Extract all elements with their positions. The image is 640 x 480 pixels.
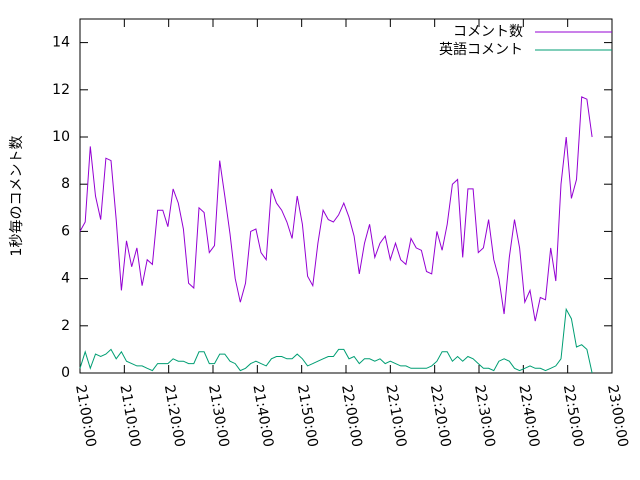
x-tick-label: 23:00:00 <box>604 384 631 449</box>
x-tick-label: 21:30:00 <box>205 384 232 449</box>
line-series <box>79 307 593 374</box>
y-tick-label: 0 <box>61 365 70 381</box>
x-tick-label: 22:20:00 <box>427 384 454 449</box>
plot-border <box>79 18 613 374</box>
x-tick-label: 22:30:00 <box>471 384 498 449</box>
legend-label: コメント数 <box>453 24 523 40</box>
x-tick-label: 21:00:00 <box>72 384 99 449</box>
x-tick-label: 22:10:00 <box>382 384 409 449</box>
x-tick-label: 22:50:00 <box>560 384 587 449</box>
y-tick-label: 14 <box>52 35 70 51</box>
y-tick-label: 6 <box>61 223 70 239</box>
y-tick-label: 10 <box>52 129 70 145</box>
y-tick-label: 2 <box>61 318 70 334</box>
y-tick-label: 8 <box>61 176 70 192</box>
x-tick-label: 22:00:00 <box>338 384 365 449</box>
legend-label: 英語コメント <box>439 41 523 58</box>
x-tick-label: 21:10:00 <box>116 384 143 449</box>
x-tick-label: 21:50:00 <box>294 384 321 449</box>
y-axis-label: 1秒毎のコメント数 <box>9 136 25 257</box>
y-tick-label: 4 <box>61 271 70 287</box>
x-tick-label: 22:40:00 <box>515 384 542 449</box>
y-tick-label: 12 <box>52 82 70 98</box>
line-series <box>79 96 593 322</box>
x-tick-label: 21:20:00 <box>161 384 188 449</box>
x-tick-label: 21:40:00 <box>249 384 276 449</box>
